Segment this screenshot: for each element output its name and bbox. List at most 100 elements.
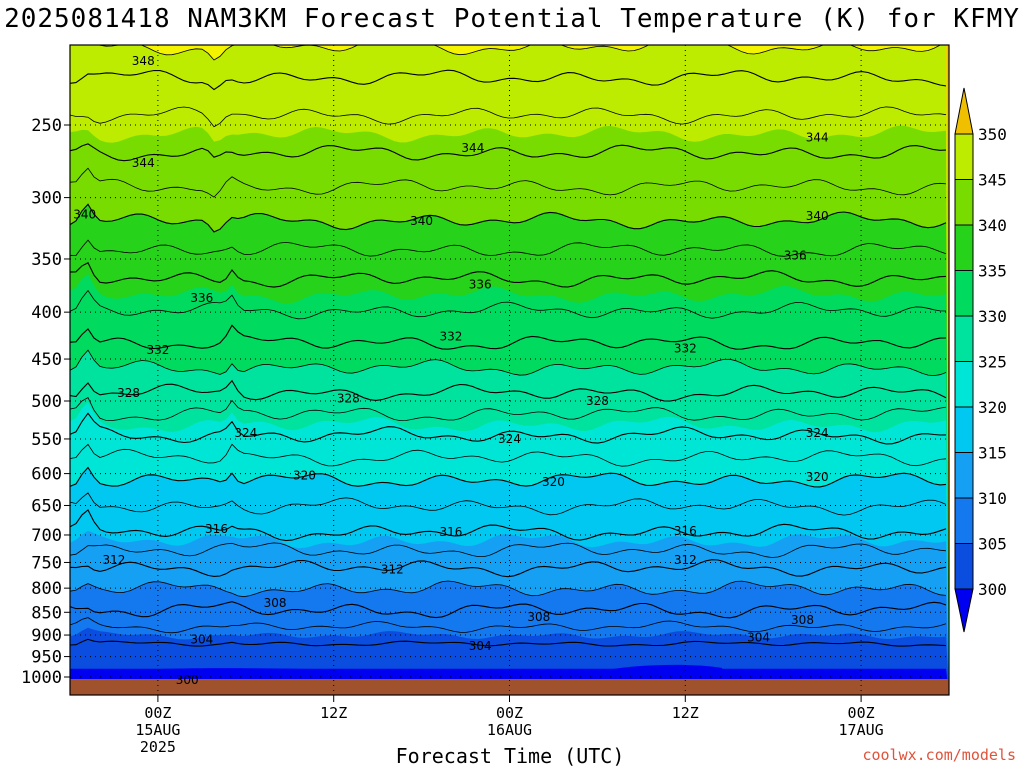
x-tick-label: 12Z [320,704,347,722]
colorbar-segment-335 [954,224,974,271]
plot-grid [70,45,949,695]
contour-326 [70,397,947,422]
contour-316 [70,509,947,542]
contour-label: 344 [806,131,829,145]
colorbar-tick-label: 325 [978,353,1007,372]
contour-label: 320 [806,470,829,484]
contour-304 [70,638,947,647]
contour-338 [70,239,947,257]
colorbar-tick-label: 315 [978,444,1007,463]
x-tick-label: 00Z [144,704,171,722]
contour-342 [70,167,947,198]
x-tick-label: 15AUG [135,721,180,739]
y-tick-label: 950 [31,648,62,668]
contour-label: 312 [102,553,125,567]
y-tick-label: 850 [31,603,62,623]
contour-346 [70,106,947,128]
contour-label: 304 [469,639,492,653]
colorbar-segment-310 [954,452,974,499]
contour-label: 316 [205,522,228,536]
contour-324 [70,412,947,445]
credit-link[interactable]: coolwx.com/models [862,746,1016,764]
contour-label: 304 [747,630,770,644]
y-tick-label: 500 [31,392,62,412]
colorbar-over-arrow [954,87,974,135]
colorbar: 300 305 310 315 320 325 330 335 340 345 350 [954,87,1007,633]
contour-label: 300 [176,673,199,687]
contour-330 [70,349,947,377]
y-tick-label: 550 [31,430,62,450]
y-tick-label: 750 [31,553,62,573]
contour-label: 336 [469,277,492,291]
contour-310 [70,580,947,598]
colorbar-segment-325 [954,315,974,362]
colorbar-segment-330 [954,270,974,317]
colorbar-tick-label: 335 [978,262,1007,281]
contour-label: 324 [806,426,829,440]
contour-label: 308 [264,596,287,610]
contour-label: 324 [498,432,521,446]
chart-title: 2025081418 NAM3KM Forecast Potential Tem… [4,4,1020,34]
y-tick-label: 300 [31,189,62,209]
y-tick-label: 400 [31,303,62,323]
y-tick-label: 900 [31,626,62,646]
y-axis: 250 300 350 400 450 500 550 600 650 700 750 800 850 9… [21,116,70,688]
contour-labels: 348 344 344 344 340 340 340 336 336 336 332 332 332 3… [73,54,829,687]
colorbar-segment-300 [954,543,974,590]
x-tick-label: 00Z [848,704,875,722]
contour-344 [70,143,947,162]
contour-label: 340 [410,214,433,228]
colorbar-tick-label: 310 [978,489,1007,508]
contour-350 [98,45,942,61]
contour-340 [70,203,947,233]
contour-label: 304 [190,632,213,646]
x-tick-label: 17AUG [839,721,884,739]
colorbar-tick-label: 300 [978,580,1007,599]
colorbar-segment-345 [954,133,974,180]
y-tick-label: 350 [31,250,62,270]
contour-320 [70,466,947,488]
x-tick-label: 00Z [496,704,523,722]
y-tick-label: 250 [31,116,62,136]
contour-label: 344 [461,141,484,155]
y-tick-label: 650 [31,496,62,516]
x-axis-label: Forecast Time (UTC) [395,744,625,768]
colorbar-tick-label: 320 [978,398,1007,417]
contour-label: 332 [674,341,697,355]
colorbar-tick-label: 340 [978,216,1007,235]
colorbar-tick-label: 345 [978,171,1007,190]
contour-label: 332 [146,343,169,357]
colorbar-tick-label: 350 [978,125,1007,144]
contour-334 [70,289,947,320]
temperature-fill-bands [70,45,949,695]
y-tick-label: 700 [31,526,62,546]
contour-label: 332 [439,329,462,343]
contour-348 [70,69,947,91]
colorbar-segment-320 [954,361,974,408]
contour-318 [70,492,947,516]
colorbar-segment-315 [954,406,974,453]
contour-label: 320 [542,475,565,489]
y-tick-label: 600 [31,465,62,485]
colorbar-under-arrow [954,588,974,633]
contour-label: 312 [381,562,404,576]
contour-label: 316 [674,524,697,538]
ground-surface [70,679,949,695]
isentrope-contours [70,45,947,647]
contour-label: 328 [586,394,609,408]
contour-label: 336 [190,291,213,305]
contour-308 [70,601,947,619]
contour-336 [70,262,947,288]
contour-label: 308 [791,613,814,627]
band-cold-patch-2 [580,664,724,679]
ground-strip [70,679,949,695]
contour-328 [70,379,947,402]
contour-label: 340 [806,209,829,223]
band-cold-patch-1 [84,668,352,679]
colorbar-segment-305 [954,497,974,544]
contour-label: 320 [293,469,316,483]
colorbar-segment-340 [954,179,974,226]
contour-label: 312 [674,553,697,567]
